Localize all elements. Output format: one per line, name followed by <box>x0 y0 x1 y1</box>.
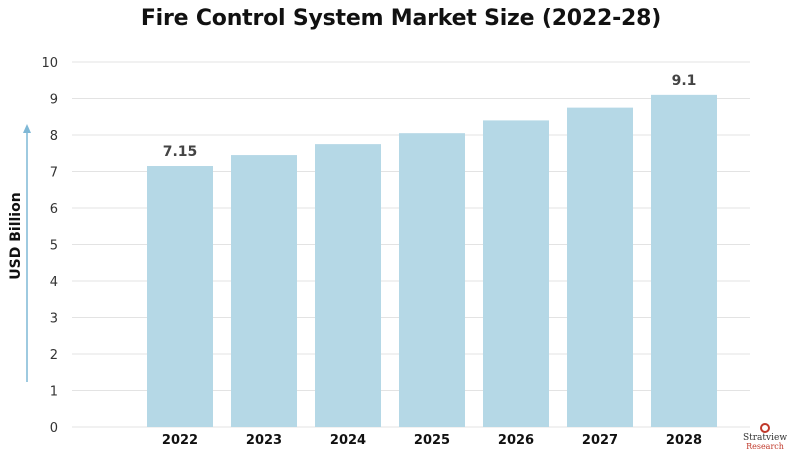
y-axis-arrow <box>23 124 31 382</box>
bar-2022 <box>147 166 213 427</box>
chart-title: Fire Control System Market Size (2022-28… <box>140 6 662 31</box>
logo-target-icon <box>760 423 770 433</box>
bar-2027 <box>567 107 633 427</box>
logo-name: Stratview <box>742 433 788 443</box>
y-tick-label: 10 <box>41 56 58 71</box>
y-tick-label: 1 <box>50 385 58 400</box>
y-tick-label: 3 <box>50 312 58 327</box>
bar-2024 <box>315 144 381 427</box>
x-tick-labels: 2022 2023 2024 2025 2026 2027 2028 <box>162 433 702 448</box>
y-tick-label: 6 <box>50 202 58 217</box>
y-tick-labels: 0 1 2 3 4 5 6 7 8 9 10 <box>41 56 58 436</box>
y-tick-label: 5 <box>50 239 58 254</box>
y-axis-arrowhead <box>23 124 31 133</box>
y-tick-label: 7 <box>50 166 58 181</box>
x-tick-label: 2025 <box>414 433 450 448</box>
y-tick-label: 8 <box>50 129 58 144</box>
logo-sub: Research <box>746 442 784 451</box>
bars <box>147 94 717 428</box>
x-tick-label: 2023 <box>246 433 282 448</box>
y-axis-label: USD Billion <box>8 192 24 279</box>
x-tick-label: 2027 <box>582 433 618 448</box>
x-tick-label: 2024 <box>330 433 366 448</box>
bar-2023 <box>231 155 297 427</box>
stratview-logo: Stratview Research <box>732 422 798 456</box>
x-tick-label: 2026 <box>498 433 534 448</box>
x-tick-label: 2022 <box>162 433 198 448</box>
bar-2025 <box>399 133 465 428</box>
data-label-2028: 9.1 <box>672 73 697 89</box>
bar-2026 <box>483 120 549 428</box>
data-labels: 7.15 9.1 <box>163 73 697 160</box>
y-tick-label: 0 <box>50 421 58 436</box>
y-tick-label: 2 <box>50 348 58 363</box>
y-tick-label: 4 <box>50 275 58 290</box>
x-tick-label: 2028 <box>666 433 702 448</box>
y-tick-label: 9 <box>50 93 58 108</box>
data-label-2022: 7.15 <box>163 144 198 160</box>
bar-2028 <box>651 94 717 427</box>
